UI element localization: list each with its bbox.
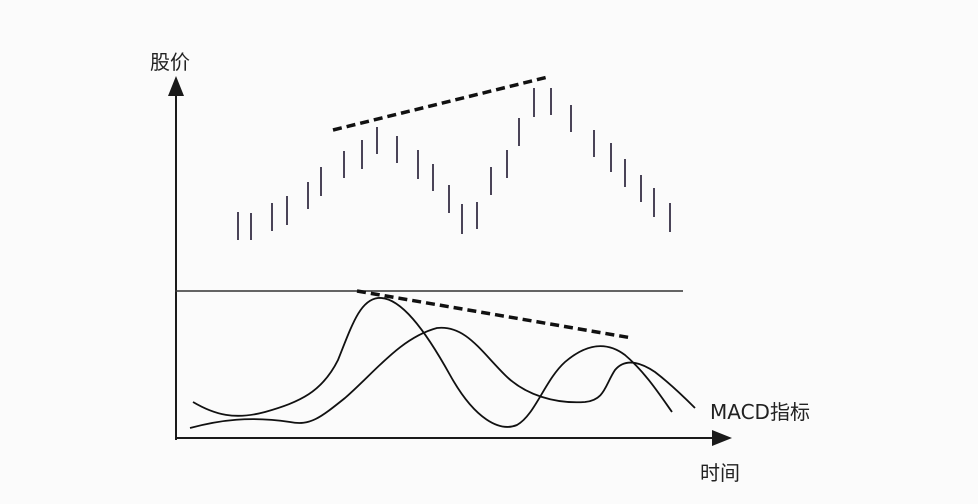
y-axis-label: 股价 [150, 50, 190, 74]
macd-indicator-label: MACD指标 [710, 400, 810, 424]
macd-trendline [356, 289, 633, 340]
x-axis-label: 时间 [700, 461, 740, 485]
price-bars [237, 88, 671, 240]
macd-slow-line [189, 327, 696, 429]
price-trendline [332, 75, 549, 132]
macd-fast-line [192, 297, 673, 428]
